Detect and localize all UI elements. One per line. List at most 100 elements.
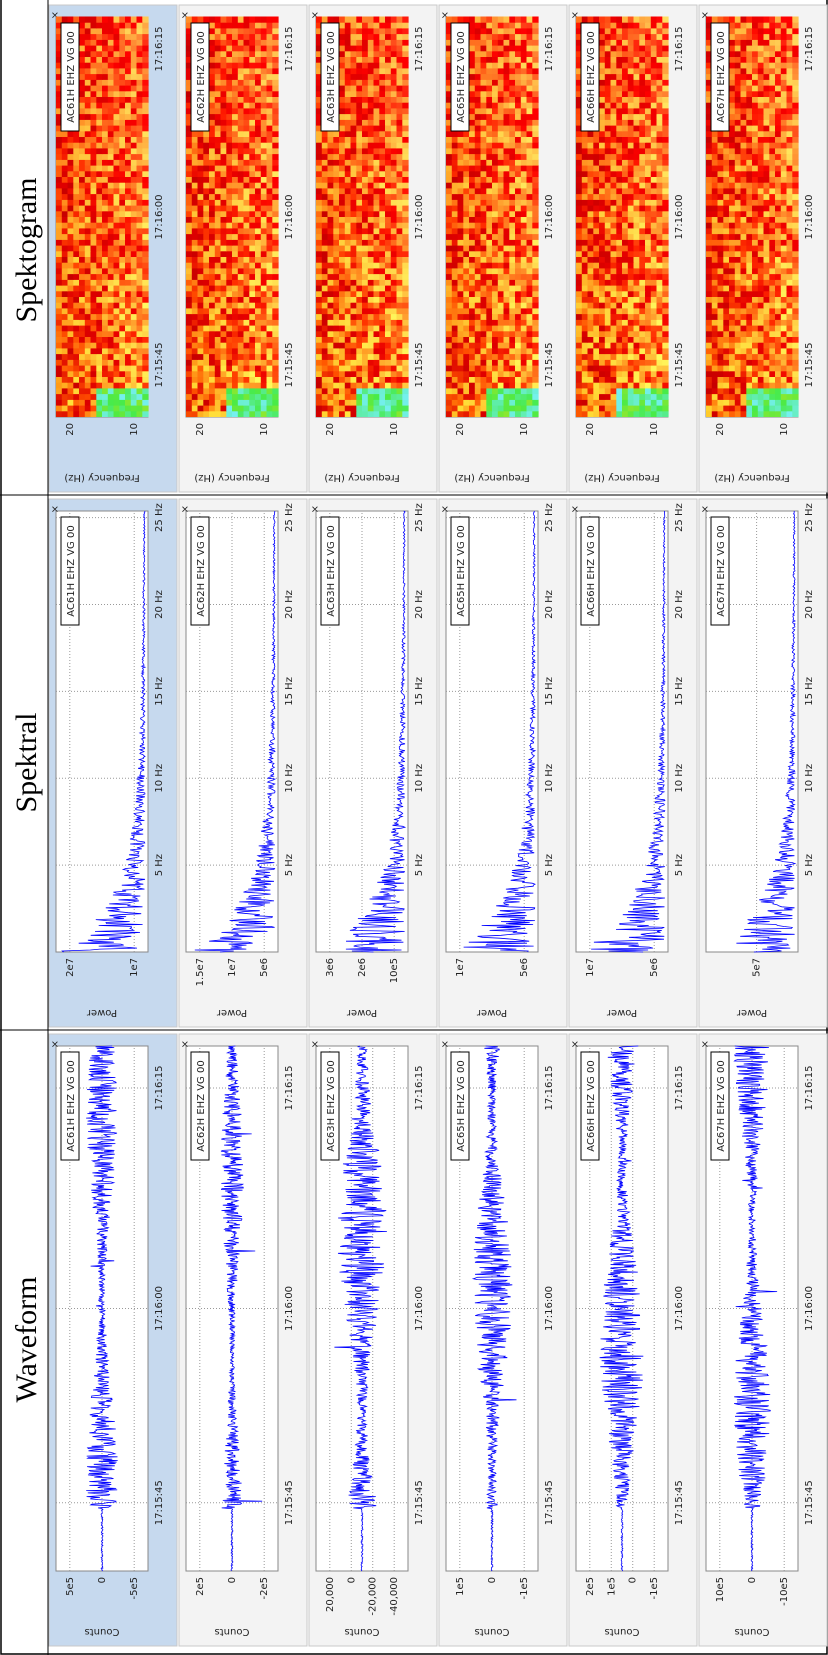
spectrogram-cell [266,342,273,349]
spectrogram-cell [509,302,516,309]
close-button[interactable]: × [570,505,581,513]
spectrogram-cell [260,233,268,240]
spectrogram-cell [243,267,250,275]
spectrogram-cell [396,222,403,229]
spectrogram-cell [96,27,103,35]
spectrogram-cell [402,205,409,212]
spectrogram-cell [96,245,103,252]
spectrogram-cell [492,382,499,389]
spectrogram-cell [390,67,398,75]
spectrogram-cell [327,330,334,337]
close-button[interactable]: × [570,11,581,19]
spectrogram-cell [362,107,369,115]
spectrogram-cell [272,119,279,126]
spectrogram-cell [232,393,239,400]
spectrogram-cell [379,182,386,189]
spectrogram-cell [622,399,629,406]
spectrogram-cell [581,353,589,360]
spectrogram-cell [662,410,669,417]
close-button[interactable]: × [180,505,191,513]
spectrogram-cell [90,85,97,92]
spectrogram-cell [492,319,499,326]
spectrogram-cell [102,125,109,132]
spectrogram-cell [497,199,505,206]
spectrogram-cell [249,393,256,400]
spectrogram-cell [327,147,334,155]
spectrogram-cell [226,90,233,97]
spectrogram-cell [255,410,262,417]
spectrogram-cell [480,222,487,229]
close-button[interactable]: × [50,505,61,513]
station-label: AC62H EHZ VG 00 [196,1060,207,1151]
spectrogram-cell [457,245,464,252]
spectrogram-cell [509,27,516,35]
spectrogram-cell [350,210,357,217]
close-button[interactable]: × [310,11,321,19]
spectrogram-cell [61,290,69,297]
spectrogram-cell [226,96,233,103]
spectrogram-cell [84,405,92,412]
spectrogram-cell [396,387,403,395]
spectrogram-cell [576,405,583,412]
spectrogram-cell [255,353,262,360]
spectrogram-cell [232,50,239,57]
spectrogram-cell [350,199,357,206]
spectrogram-cell [463,347,470,355]
spectrogram-cell [113,199,120,206]
spectrogram-cell [373,96,380,103]
close-button[interactable]: × [440,1040,451,1048]
spectrogram-cell [226,170,233,177]
spectrogram-cell [379,365,386,372]
close-button[interactable]: × [700,505,711,513]
spectrogram-cell [96,125,103,132]
spectrogram-cell [61,410,69,417]
close-button[interactable]: × [440,505,451,513]
spectrogram-cell [385,319,392,326]
spectrogram-cell [260,62,268,69]
spectrogram-cell [526,296,533,303]
spectrogram-cell [402,125,409,132]
close-button[interactable]: × [700,1040,711,1048]
spectrogram-cell [662,387,669,395]
spectrogram-cell [142,250,149,257]
spectrogram-cell [119,325,126,332]
spectrogram-cell [316,399,323,406]
spectrogram-cell [385,393,392,400]
spectrogram-cell [344,285,352,292]
spectrogram-cell [130,216,138,223]
spectrogram-cell [113,136,120,143]
spectrogram-cell [255,193,262,200]
spectrogram-cell [362,67,369,75]
spectrogram-cell [446,393,453,400]
spectrogram-cell [446,142,453,149]
close-button[interactable]: × [180,11,191,19]
close-button[interactable]: × [570,1040,581,1048]
spectrogram-cell [509,347,516,355]
spectrogram-cell [130,296,138,303]
spectrogram-cell [396,239,403,246]
spectrogram-cell [102,296,109,303]
spectrogram-cell [203,216,210,223]
spectrogram-cell [390,336,398,343]
spectrogram-cell [492,102,499,109]
spectrogram-cell [119,159,126,166]
spectrogram-cell [186,233,193,240]
close-button[interactable]: × [50,11,61,19]
close-button[interactable]: × [310,1040,321,1048]
spectrogram-cell [599,382,606,389]
close-button[interactable]: × [180,1040,191,1048]
spectrogram-cell [446,370,453,377]
spectrogram-cell [220,370,227,377]
spectrogram-cell [90,370,97,377]
spectrogram-cell [272,279,279,286]
spectrogram-cell [344,102,352,109]
spectrogram-cell [526,182,533,189]
close-button[interactable]: × [50,1040,61,1048]
close-button[interactable]: × [440,11,451,19]
spectrogram-cell [446,187,453,195]
spectrogram-cell [333,176,340,183]
spectrogram-cell [474,393,482,400]
close-button[interactable]: × [310,505,321,513]
spectrogram-cell [396,27,403,35]
